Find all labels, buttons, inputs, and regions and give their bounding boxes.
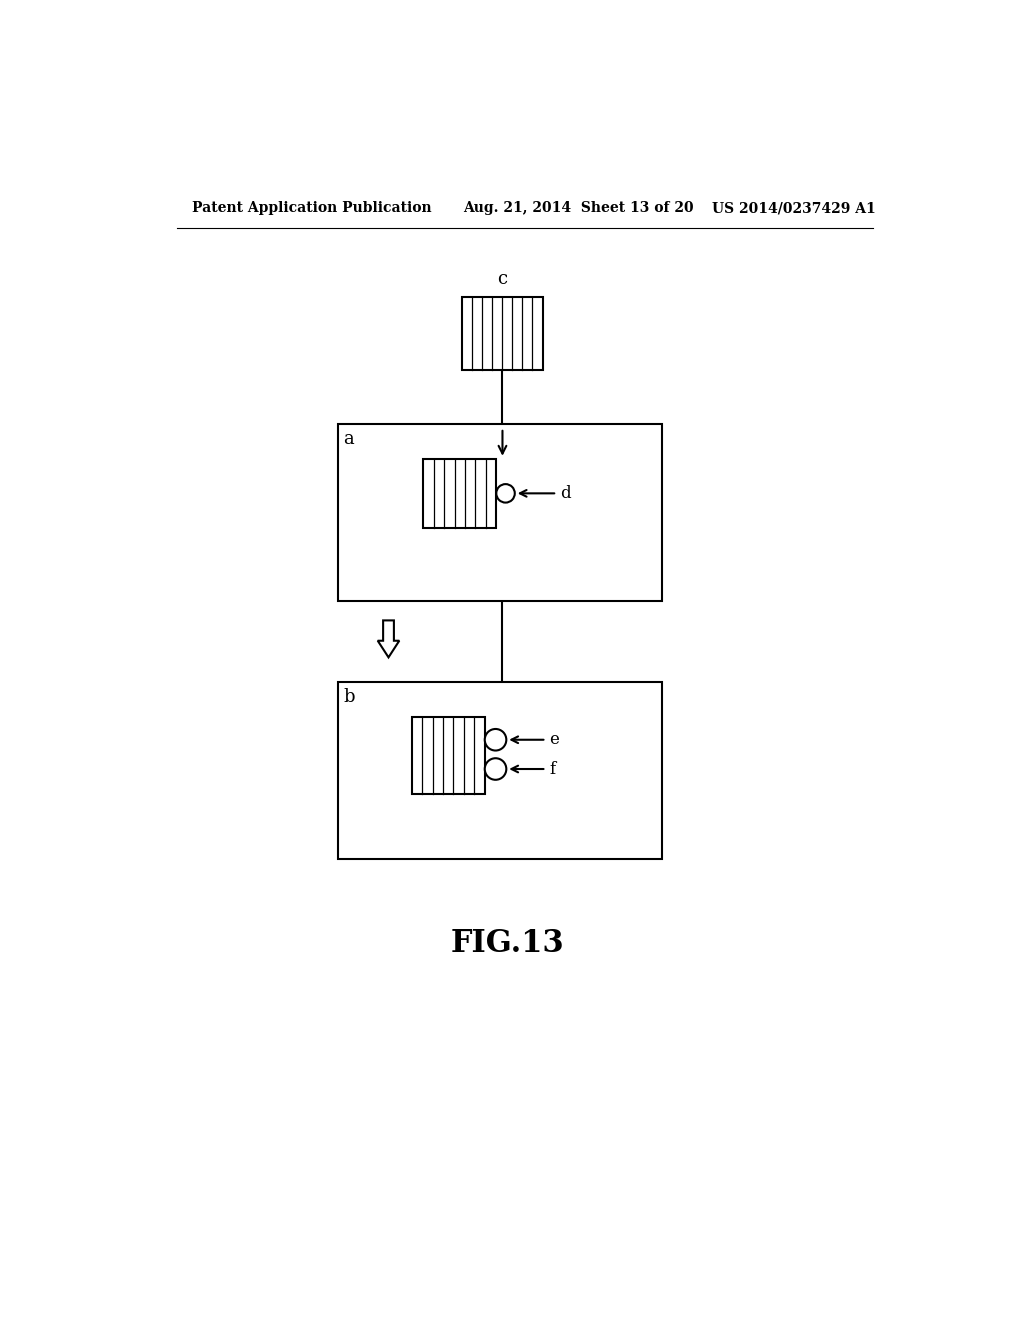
Polygon shape — [378, 620, 399, 657]
Text: e: e — [550, 731, 559, 748]
Text: Aug. 21, 2014  Sheet 13 of 20: Aug. 21, 2014 Sheet 13 of 20 — [463, 202, 694, 215]
Bar — [339, 682, 662, 859]
Circle shape — [484, 758, 506, 780]
Text: f: f — [550, 760, 556, 777]
Text: FIG.13: FIG.13 — [451, 928, 564, 960]
Bar — [462, 297, 543, 370]
Bar — [412, 717, 484, 793]
Text: a: a — [343, 430, 354, 449]
Circle shape — [484, 729, 506, 751]
Text: d: d — [560, 484, 570, 502]
Text: c: c — [498, 269, 508, 288]
Bar — [423, 459, 497, 528]
Circle shape — [497, 484, 515, 503]
Text: b: b — [343, 688, 354, 706]
Text: US 2014/0237429 A1: US 2014/0237429 A1 — [712, 202, 876, 215]
Text: Patent Application Publication: Patent Application Publication — [193, 202, 432, 215]
Bar — [339, 424, 662, 601]
